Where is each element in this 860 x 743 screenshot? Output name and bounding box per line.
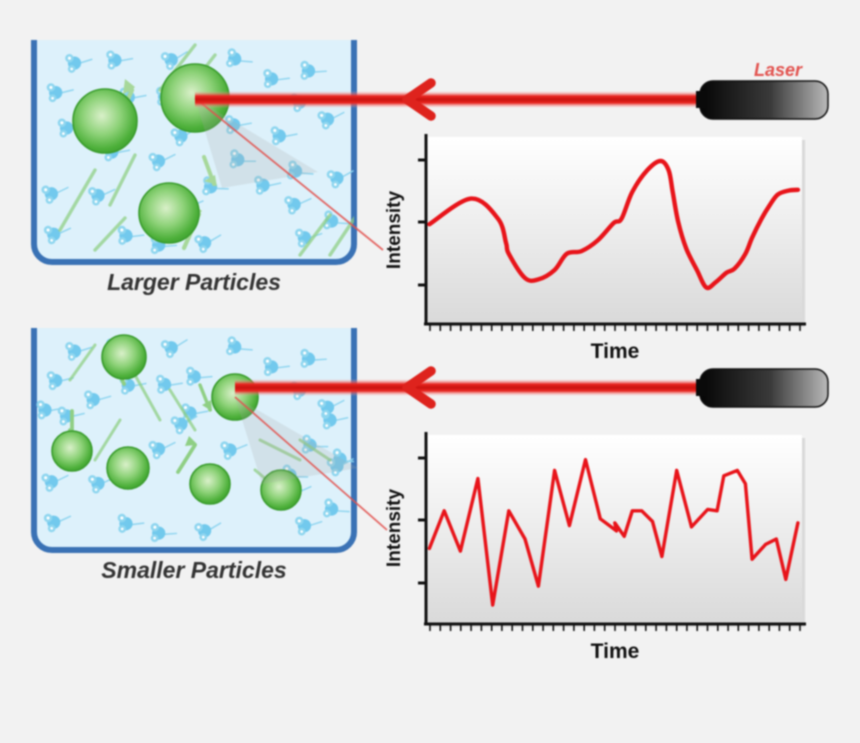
svg-text:Intensity: Intensity xyxy=(384,489,405,568)
svg-text:Laser: Laser xyxy=(754,60,803,80)
svg-text:Time: Time xyxy=(591,340,640,363)
svg-text:Time: Time xyxy=(591,640,640,663)
svg-text:Smaller Particles: Smaller Particles xyxy=(101,557,286,583)
svg-text:Intensity: Intensity xyxy=(384,191,405,270)
svg-text:Larger Particles: Larger Particles xyxy=(107,269,281,295)
